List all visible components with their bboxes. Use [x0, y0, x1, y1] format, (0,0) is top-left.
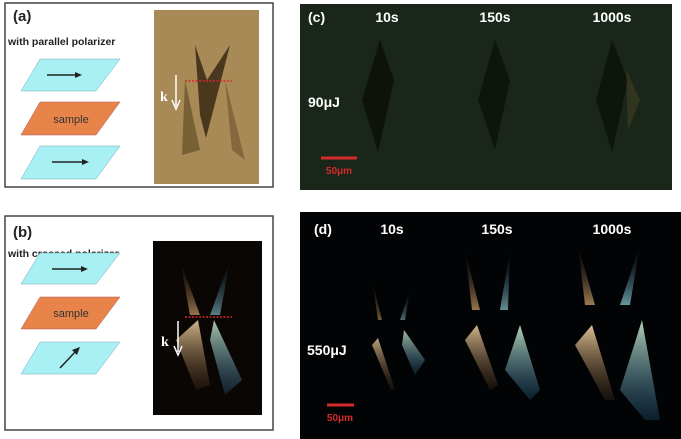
- sample-label: sample: [53, 308, 88, 320]
- panel-a: (a) with parallel polarizer sample k: [4, 2, 274, 188]
- polarizer-arrow-diagonal-icon: [59, 349, 78, 369]
- k-label: k: [161, 335, 169, 350]
- panel-a-title: with parallel polarizer: [7, 36, 115, 48]
- pattern-150s: [465, 250, 540, 400]
- micrograph-parallel: k: [154, 10, 259, 184]
- panel-d: (d) 10s 150s 1000s 550μJ 50μm: [300, 212, 681, 439]
- panel-c-label: (c): [308, 9, 325, 25]
- panel-c: (c) 10s 150s 1000s 90μJ 50μm: [300, 4, 672, 190]
- time-label: 1000s: [593, 9, 632, 25]
- micrograph-crossed: k: [153, 241, 262, 415]
- crater-10s: [362, 40, 394, 152]
- polarizer-bottom: [20, 341, 121, 375]
- time-label: 1000s: [593, 221, 632, 237]
- sample-label: sample: [53, 114, 88, 126]
- panel-b-label: (b): [13, 224, 32, 241]
- crater-1000s: [596, 40, 628, 152]
- k-label: k: [160, 90, 168, 105]
- pattern-10s: [372, 280, 425, 390]
- time-label: 10s: [380, 221, 404, 237]
- energy-label: 550μJ: [307, 342, 347, 358]
- time-label: 150s: [481, 221, 512, 237]
- scale-bar-label: 50μm: [327, 413, 353, 424]
- sample-plate: [20, 101, 121, 136]
- time-label: 10s: [375, 9, 399, 25]
- sample-plate: [20, 296, 121, 330]
- panel-d-label: (d): [314, 221, 332, 237]
- panel-b: (b) with crossed polarizer sample k: [4, 215, 274, 431]
- time-label: 150s: [479, 9, 510, 25]
- panel-a-label: (a): [13, 8, 31, 25]
- scale-bar-label: 50μm: [326, 166, 352, 177]
- energy-label: 90μJ: [308, 94, 340, 110]
- crater-150s: [478, 40, 510, 150]
- pattern-1000s: [575, 245, 660, 420]
